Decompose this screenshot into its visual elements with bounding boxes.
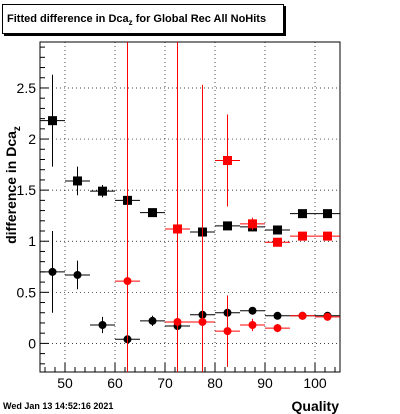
y-tick-label: 1	[28, 233, 36, 249]
y-axis-label-subscript: z	[12, 126, 23, 131]
x-tick-label: 70	[157, 375, 173, 391]
square-marker	[48, 116, 57, 126]
y-tick-label: 2	[28, 131, 36, 147]
circle-marker	[98, 321, 107, 330]
plot-frame	[39, 41, 341, 373]
x-tick-label: 90	[257, 375, 273, 391]
title-subscript: z	[128, 18, 133, 27]
circle-marker	[48, 267, 57, 276]
x-axis-label: Quality	[292, 398, 340, 414]
title-prefix: Fitted difference in Dca	[7, 13, 129, 25]
circle-marker	[173, 317, 182, 326]
circle-marker	[223, 327, 232, 336]
x-tick-label: 60	[107, 375, 123, 391]
circle-marker	[198, 317, 207, 326]
square-marker	[148, 208, 157, 218]
x-tick-label: 50	[57, 375, 73, 391]
y-tick-label: 1.5	[17, 182, 37, 198]
title-suffix: for Global Rec All NoHits	[132, 13, 267, 25]
circle-marker	[323, 312, 332, 321]
circle-marker	[123, 277, 132, 286]
y-axis-label-group: difference in Dcaz	[3, 126, 23, 244]
square-marker	[223, 156, 232, 166]
data-layer	[40, 42, 340, 372]
y-axis-label-text: difference in Dca	[3, 131, 19, 244]
y-tick-label: 0	[28, 335, 36, 351]
x-tick-label: 100	[303, 375, 327, 391]
square-marker	[273, 225, 282, 235]
square-marker	[73, 176, 82, 186]
square-marker	[323, 231, 332, 241]
timestamp: Wed Jan 13 14:52:16 2021	[3, 401, 114, 411]
square-marker	[323, 209, 332, 219]
square-marker	[98, 186, 107, 196]
y-axis-label: difference in Dcaz	[3, 126, 23, 244]
circle-marker	[273, 324, 282, 333]
circle-marker	[148, 316, 157, 325]
circle-marker	[298, 311, 307, 320]
y-tick-label: 2.5	[17, 80, 37, 96]
square-marker	[298, 231, 307, 241]
circle-marker	[73, 270, 82, 279]
grid-layer	[40, 42, 340, 372]
x-tick-label: 80	[207, 375, 223, 391]
square-marker	[298, 209, 307, 219]
y-tick-label: 0.5	[17, 284, 37, 300]
chart-title: Fitted difference in Dcaz for Global Rec…	[7, 13, 266, 27]
circle-marker	[248, 321, 257, 330]
circle-marker	[273, 311, 282, 320]
square-marker	[223, 221, 232, 231]
circle-marker	[248, 306, 257, 315]
square-marker	[273, 237, 282, 247]
square-marker	[248, 219, 257, 229]
tick-layer: 50 60 70 80 90 100 0 0.5 1 1.5 2 2.5	[17, 46, 336, 391]
title-box: Fitted difference in Dcaz for Global Rec…	[2, 4, 284, 34]
